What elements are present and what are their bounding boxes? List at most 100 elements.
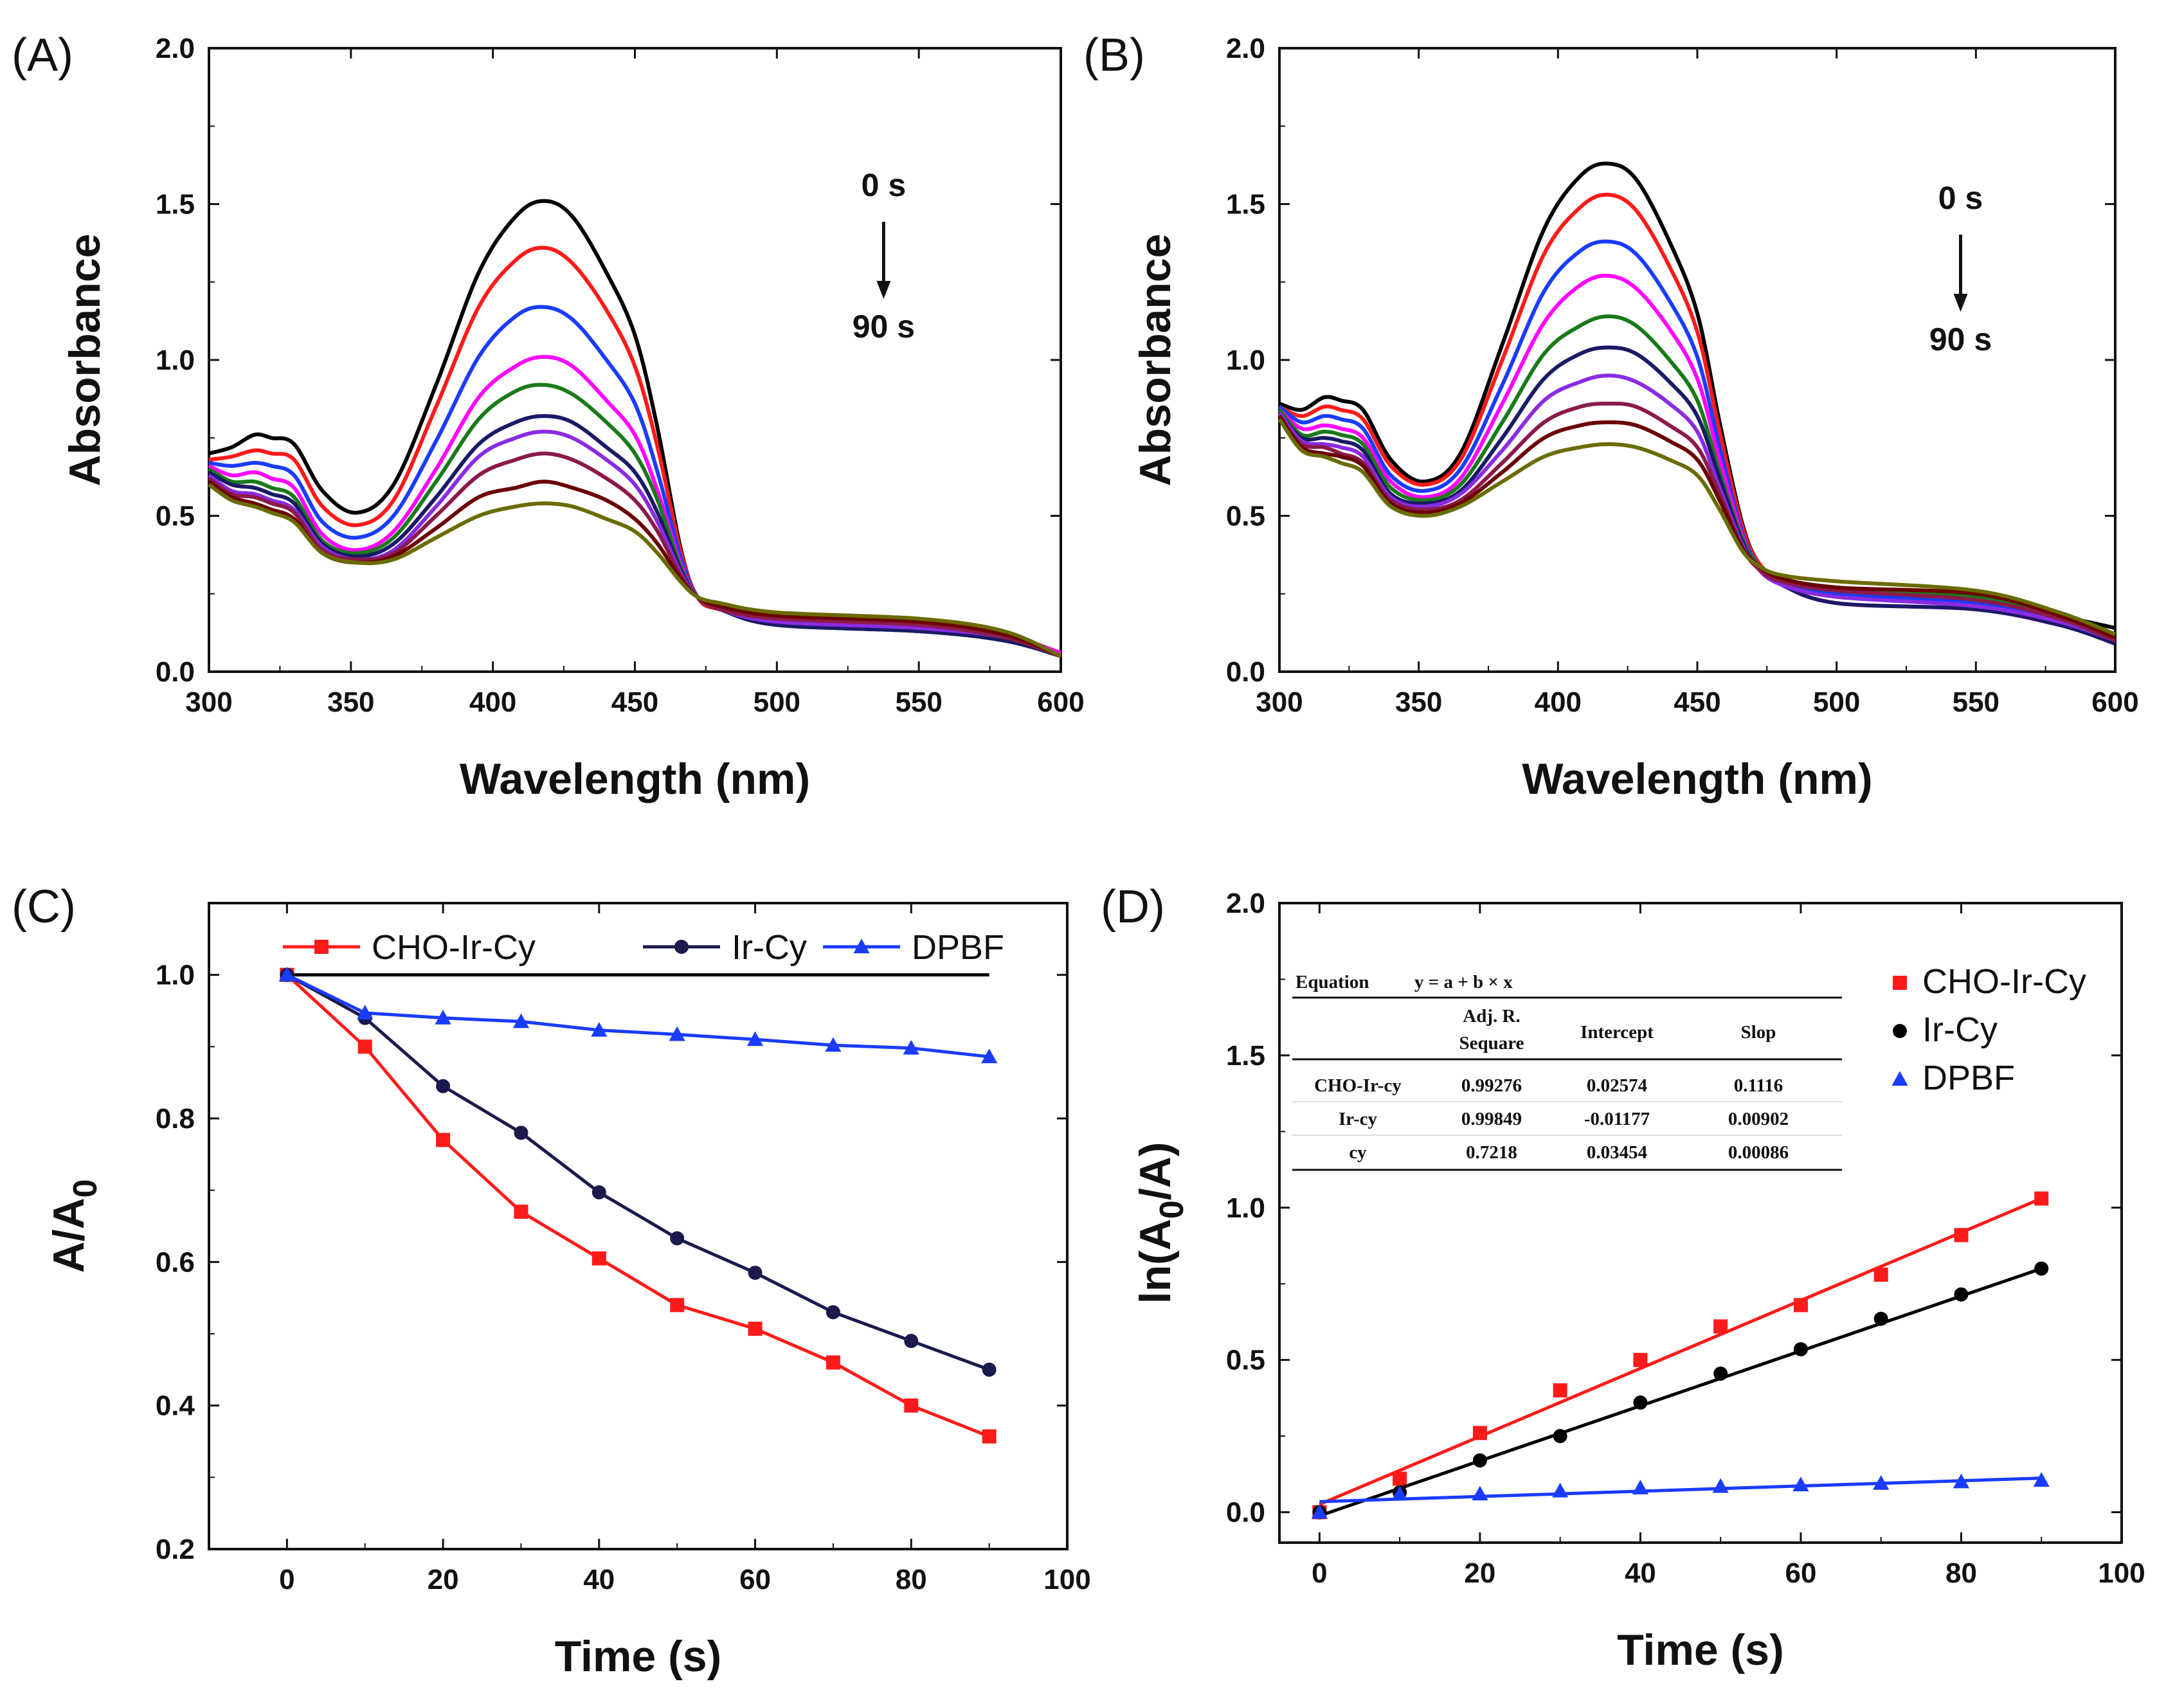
panel-b-arrow-head [1953,294,1968,312]
panel-d-x-tick-label: 80 [1945,1557,1977,1589]
panel-a-annotation-bottom: 90 s [853,309,915,345]
panel-c-series-0-point [357,1039,372,1054]
panel-c-legend-label-2: DPBF [912,928,1004,967]
panel-a-x-axis-label: Wavelength (nm) [460,755,810,803]
panel-c-series-2-point [669,1026,685,1041]
panel-c-y-tick-label: 0.4 [156,1390,195,1422]
panel-b-y-tick-label: 0.5 [1226,501,1265,532]
panel-d-x-axis-label: Time (s) [1617,1626,1783,1674]
panel-c-series-2-point [278,967,296,982]
panel-d-series-2-point [1953,1473,1970,1489]
panel-d-series-1-point [1553,1429,1567,1444]
panel-c-series-1-point [826,1305,840,1320]
panel-b-x-tick-label: 550 [1953,686,1999,718]
panel-c-series-2-point [512,1013,530,1028]
panel-c-series-2-point [435,1010,451,1025]
panel-d-legend-marker-2 [1891,1071,1908,1086]
panel-d-table-cell: cy [1349,1142,1367,1163]
panel-c-series-0-point [826,1355,840,1370]
panel-b-series-2-line [1278,239,2116,640]
panel-d-y-axis-label-sub: 0 [1153,1200,1191,1219]
panel-d-legend-marker-0 [1893,976,1907,990]
panel-b-x-tick-label: 600 [2091,686,2138,718]
panel-c-series-2-point [746,1031,764,1046]
panel-d-y-tick-label: 1.5 [1226,1040,1265,1072]
panel-label-c: (C) [12,881,76,933]
panel-c-y-axis-label-main: A/A [44,1197,93,1273]
panel-b-series-6-line [1277,373,2116,643]
panel-d-series-0-point [1633,1352,1648,1367]
panel-a-y-tick-label: 0.5 [156,501,195,532]
panel-d-table-header-intercept: Intercept [1580,1022,1654,1043]
panel-b-annotation-top: 0 s [1938,180,1983,216]
panel-b-series-7-line [1277,401,2116,643]
panel-d-table-cell: -0.01177 [1584,1109,1650,1129]
panel-d-x-tick-label: 0 [1312,1557,1327,1589]
panel-d-y-axis-label: ln(A0/A) [1131,1142,1191,1304]
panel-d-series-0-point [1472,1426,1487,1440]
panel-c-legend-label-1: Ir-Cy [732,928,807,967]
panel-c-series-2-point [357,1005,374,1019]
panel-d-table-header-sequare: Sequare [1459,1033,1524,1054]
panel-b-annotation-bottom: 90 s [1929,321,1992,357]
panel-d-series-0-point [1793,1298,1808,1313]
panel-d-series-2-point [1472,1485,1488,1501]
panel-c-y-axis-label-sub: 0 [67,1179,104,1197]
panel-c-plot-frame [208,902,1069,1550]
panel-c-series-0-point [436,1133,451,1147]
panel-d-table-cell: CHO-Ir-cy [1314,1075,1402,1096]
panel-a-series-2-line [208,305,1061,655]
panel-d-legend-label-1: Ir-Cy [1922,1010,1998,1049]
panel-d-series-0-point [1553,1383,1567,1398]
panel-d-series-1-point [1713,1367,1728,1381]
panel-c-x-axis-label: Time (s) [555,1632,721,1681]
panel-a-plot-frame [208,47,1062,673]
panel-c-y-tick-label: 0.8 [156,1103,195,1134]
panel-c-y-axis-label: A/A0 [44,1179,104,1273]
panel-a-x-tick-label: 450 [611,686,658,718]
panel-a-chart: 300 350 400 450 500 550 600 0.0 0.5 1.0 1.5 2.0 Wave… [60,33,1085,803]
panel-b-x-tick-label: 450 [1674,686,1720,718]
panel-d-legend-label-2: DPBF [1922,1059,2015,1097]
panel-a-x-tick-label: 550 [895,686,942,718]
panel-d-series-2-point [2033,1472,2050,1487]
panel-d-series-2-point [1391,1485,1408,1501]
panel-d-table-cell: 0.7218 [1466,1142,1517,1163]
panel-b-y-tick-label: 1.0 [1226,345,1265,376]
panel-d-series-2-point [1712,1478,1729,1493]
panel-d-series-1-point [1472,1453,1487,1468]
panel-c-series-1-point [514,1126,528,1140]
panel-d-table-cell: 0.03454 [1587,1142,1647,1163]
panel-d-series-2-point [1792,1476,1809,1492]
panel-c-series-1-point [748,1266,763,1280]
panel-d-series-2-point [1552,1482,1569,1498]
panel-a-y-tick-label: 1.0 [156,345,195,376]
panel-a-series-8-line [208,480,1062,658]
panel-d-x-tick-label: 40 [1625,1557,1656,1589]
panel-a-series-0-line [208,199,1061,655]
panel-c-series-1-point [982,1362,997,1377]
panel-d-legend-label-0: CHO-Ir-Cy [1922,962,2086,1001]
panel-a-x-tick-label: 300 [185,686,232,718]
panel-d-series-1-point [1633,1395,1648,1410]
panel-label-a: (A) [12,30,73,81]
panel-a-y-axis-label: Absorbance [60,234,109,487]
panel-d-y-tick-label: 1.0 [1226,1192,1265,1224]
panel-d-plot-frame [1278,902,2123,1544]
panel-b-chart: 300 350 400 450 500 550 600 0.0 0.5 1.0 1.5 2.0 Wave… [1131,33,2139,803]
panel-d-series-1-point [1793,1342,1808,1357]
panel-d-series-2-point [1632,1480,1649,1494]
panel-c-x-tick-label: 80 [896,1564,927,1595]
panel-c-series-1-point [436,1079,451,1093]
panel-d-legend-marker-1 [1893,1024,1907,1038]
panel-d-series-0-point [1393,1471,1407,1486]
panel-label-b: (B) [1083,30,1145,81]
panel-a-y-tick-label: 0.0 [156,656,195,688]
panel-d-series-0-fit-line [1319,1197,2043,1506]
panel-c-series-2-point [825,1037,842,1052]
panel-b-x-axis-label: Wavelength (nm) [1522,755,1872,803]
panel-b-x-tick-label: 400 [1535,686,1582,718]
panel-d-table-cell: 0.1116 [1734,1075,1783,1096]
